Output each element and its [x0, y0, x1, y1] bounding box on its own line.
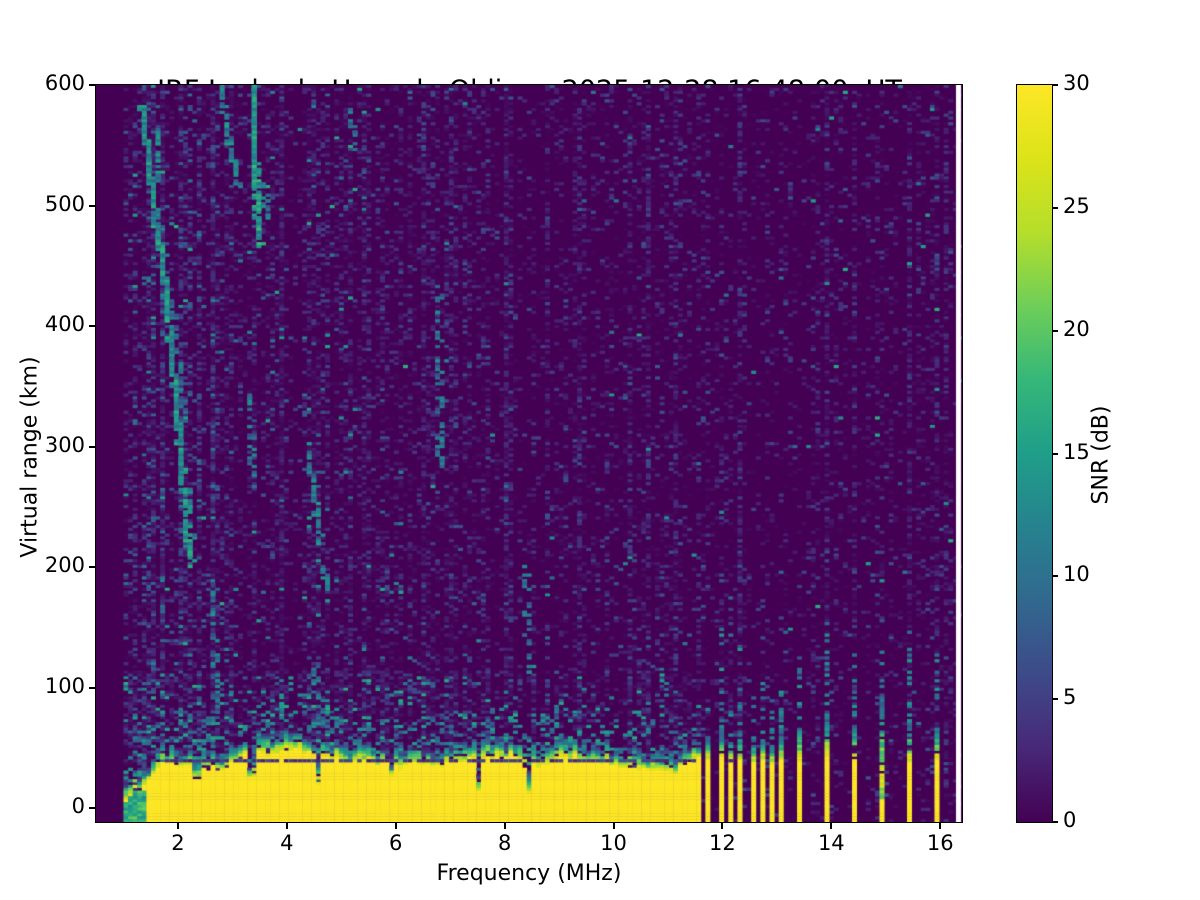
colorbar-tick-label: 0 [1063, 808, 1077, 832]
y-tick-label: 0 [71, 794, 85, 819]
x-tick [503, 823, 506, 829]
colorbar-tick [1052, 84, 1058, 86]
y-tick-label: 500 [44, 191, 85, 216]
x-tick [176, 823, 179, 829]
x-tick-label: 16 [926, 831, 954, 855]
colorbar-tick [1052, 698, 1058, 701]
y-tick [89, 445, 95, 448]
x-tick [612, 823, 615, 829]
x-tick [939, 823, 942, 829]
colorbar [1016, 84, 1053, 823]
colorbar-tick-label: 20 [1063, 316, 1090, 341]
colorbar-tick-label: 15 [1063, 439, 1090, 464]
x-tick-label: 12 [709, 831, 736, 855]
colorbar-gradient [1017, 85, 1052, 822]
y-tick [89, 204, 95, 207]
y-tick [89, 807, 95, 810]
colorbar-tick [1052, 329, 1058, 332]
x-tick [285, 823, 288, 829]
x-tick [721, 823, 724, 829]
colorbar-tick [1052, 452, 1058, 455]
y-tick [89, 686, 95, 689]
y-tick-label: 300 [44, 432, 85, 457]
x-tick-label: 10 [600, 831, 627, 855]
heatmap-canvas [96, 85, 962, 822]
x-tick [394, 823, 397, 829]
colorbar-tick-label: 10 [1063, 562, 1090, 587]
x-tick [830, 823, 833, 829]
y-tick [89, 325, 95, 327]
x-tick-label: 6 [389, 831, 403, 855]
colorbar-tick-label: 5 [1063, 685, 1077, 710]
colorbar-label: SNR (dB) [1088, 405, 1114, 505]
plot-area [95, 84, 963, 823]
x-tick-label: 2 [171, 831, 185, 855]
colorbar-tick [1052, 206, 1058, 209]
y-tick [89, 84, 95, 86]
x-axis-label: Frequency (MHz) [436, 861, 622, 886]
colorbar-tick-label: 25 [1063, 193, 1090, 218]
colorbar-tick [1052, 575, 1058, 578]
y-tick-label: 200 [44, 553, 85, 577]
y-axis-label: Virtual range (km) [17, 356, 43, 558]
colorbar-tick-label: 30 [1063, 71, 1090, 95]
colorbar-tick [1052, 821, 1058, 823]
y-tick-label: 600 [44, 71, 85, 95]
y-tick-label: 400 [44, 312, 85, 336]
x-tick-label: 4 [280, 831, 294, 855]
y-tick-label: 100 [44, 673, 85, 698]
x-tick-label: 8 [497, 831, 512, 855]
x-tick-label: 14 [817, 831, 845, 855]
y-tick [89, 566, 95, 568]
